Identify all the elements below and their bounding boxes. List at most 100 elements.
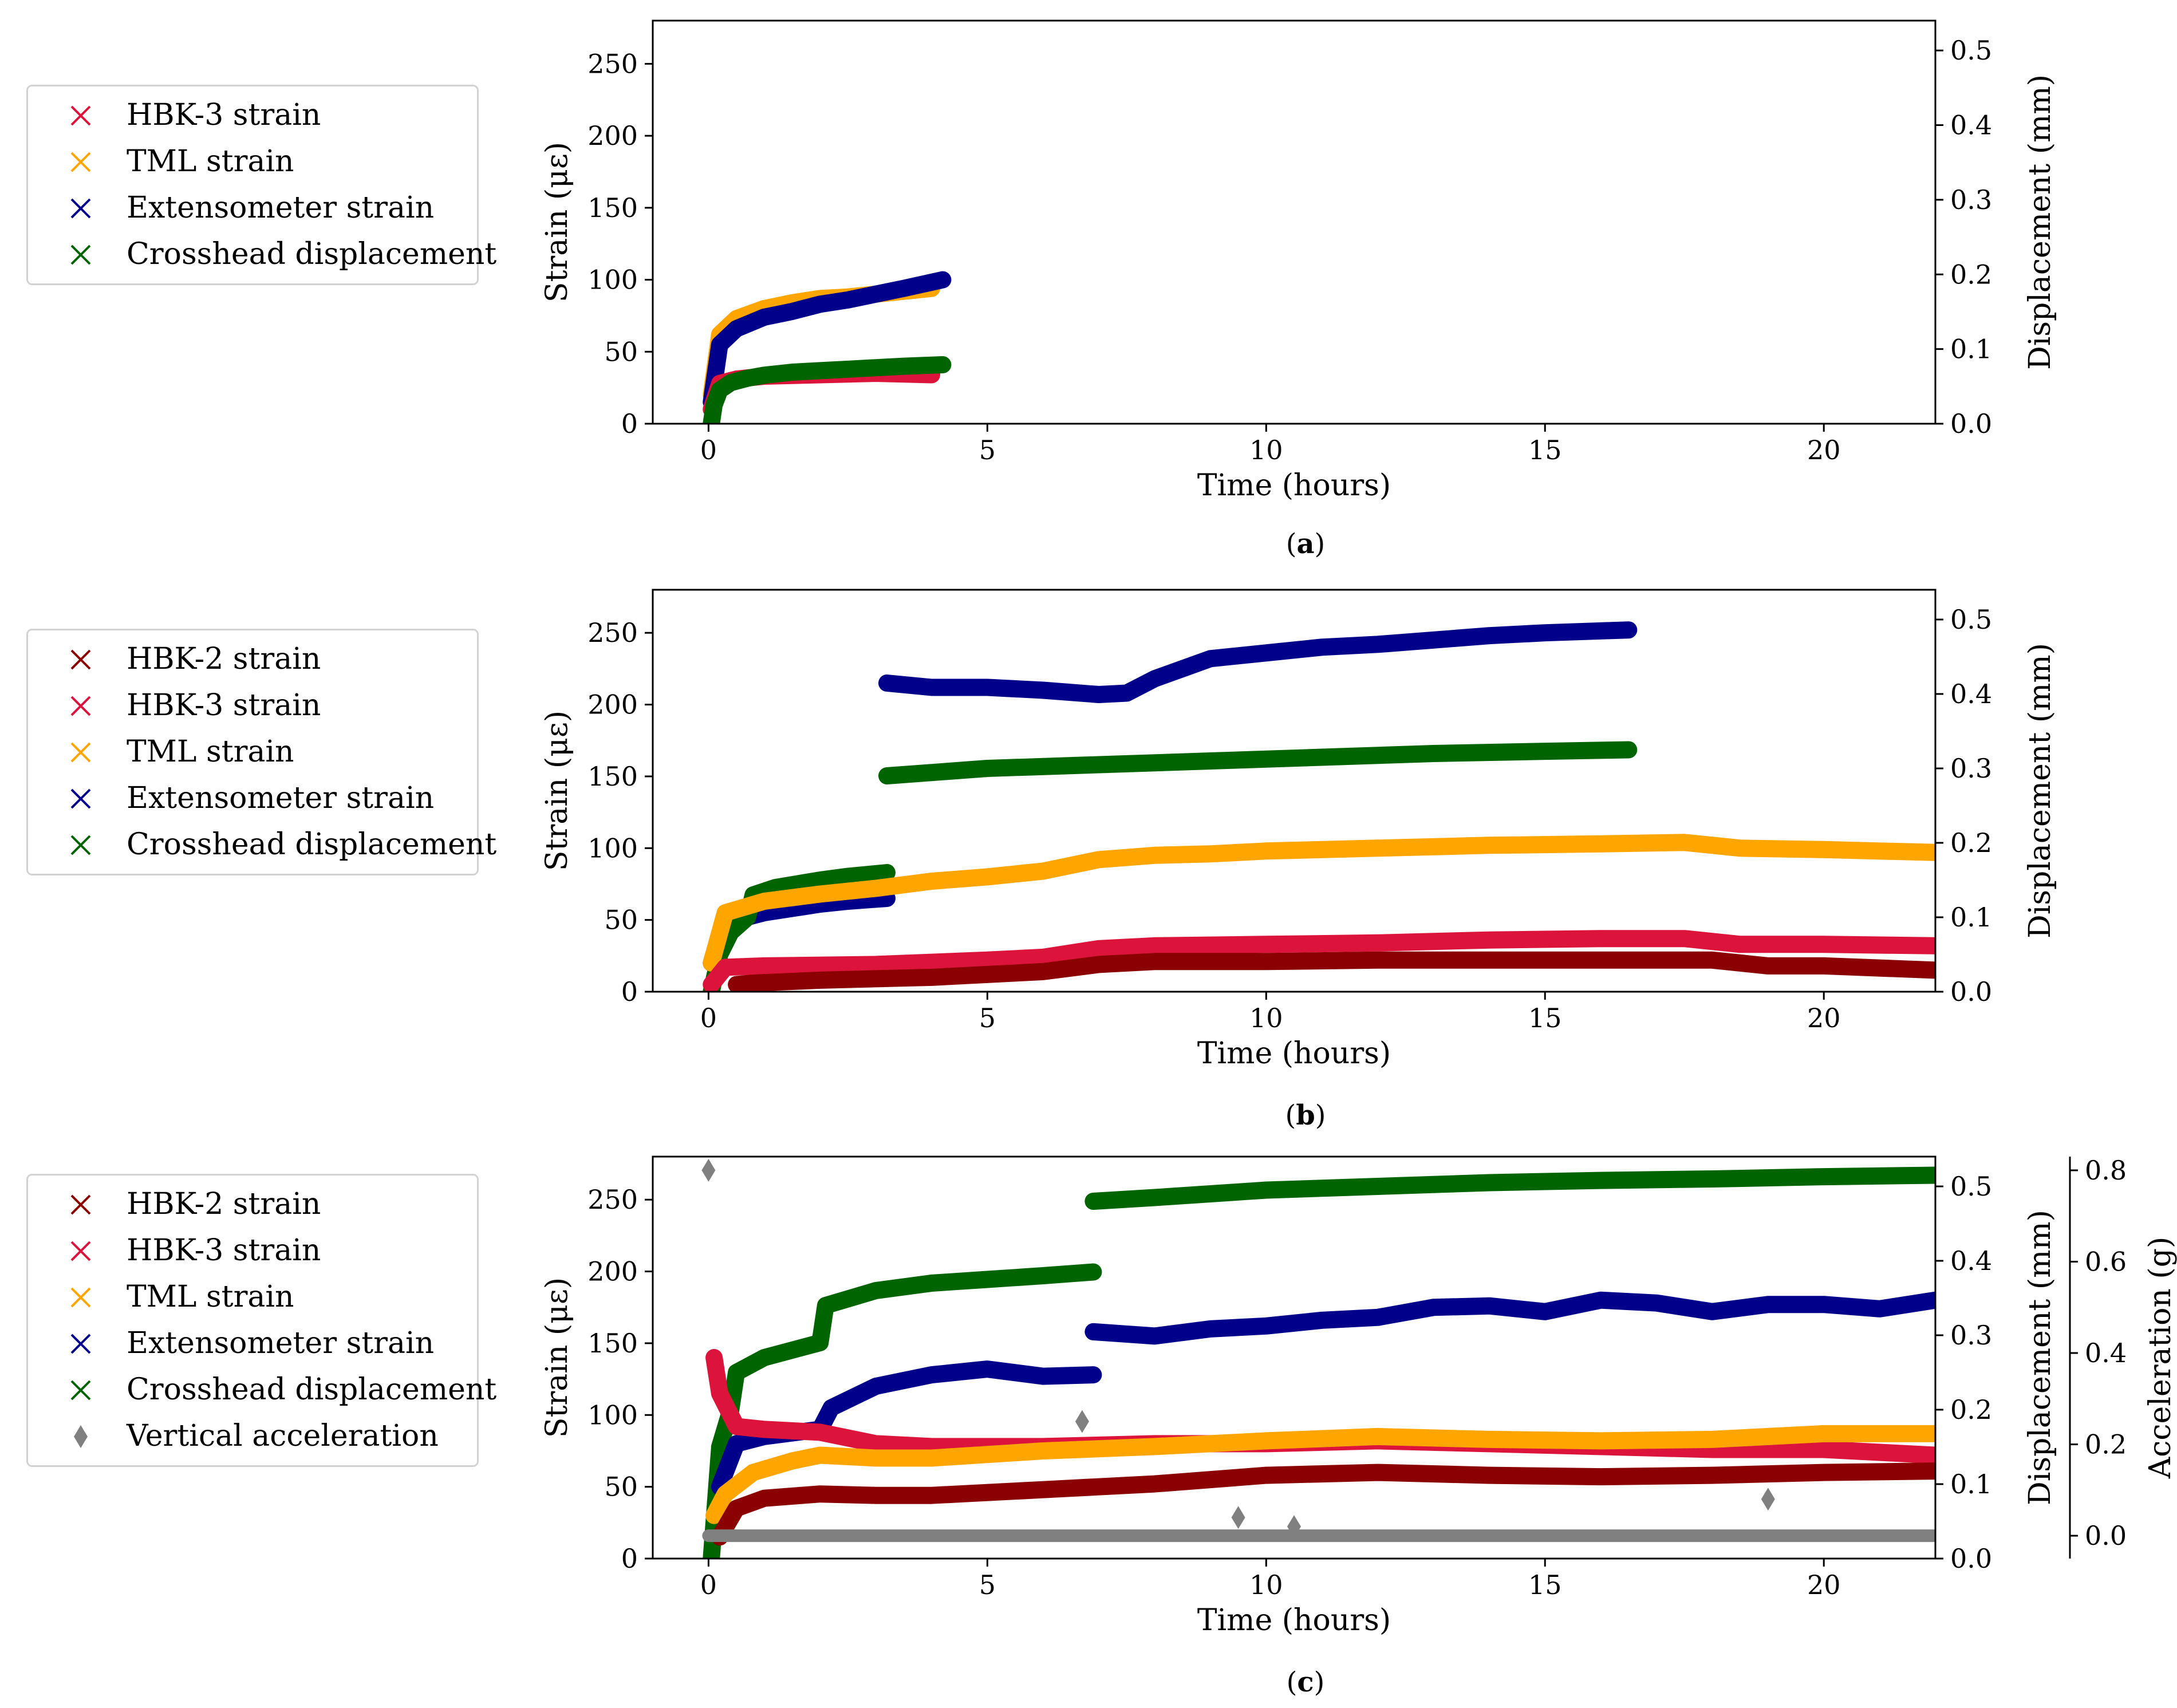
series-c-acc-8-point-3 bbox=[1287, 1515, 1301, 1539]
legend-x-shape bbox=[70, 1287, 91, 1307]
legend-x-shape bbox=[70, 1334, 91, 1354]
y2-tick-label-b-3: 0.3 bbox=[1950, 753, 1992, 784]
legend-label: HBK-2 strain bbox=[127, 1187, 321, 1221]
x-tick-label-a-2: 10 bbox=[1249, 435, 1283, 466]
legend-item-c-acc: Vertical acceleration bbox=[28, 1413, 477, 1460]
legend-label: Crosshead displacement bbox=[127, 827, 497, 862]
y2-tick-label-c-2: 0.2 bbox=[1950, 1394, 1992, 1425]
legend-item-b-ext: Extensometer strain bbox=[28, 775, 477, 822]
x-axis-label-b: Time (hours) bbox=[1197, 1036, 1391, 1071]
legend-label: HBK-3 strain bbox=[127, 98, 321, 132]
series-b-cross-2-end-marker bbox=[880, 866, 894, 879]
series-b-tml-4-end-marker bbox=[1928, 846, 1935, 859]
x-marker-icon bbox=[58, 775, 104, 822]
y2-tick-label-c-0: 0.0 bbox=[1950, 1543, 1992, 1574]
x-marker-icon bbox=[58, 139, 104, 185]
y-tick-label-a-1: 50 bbox=[604, 336, 638, 367]
x-marker-icon bbox=[58, 1320, 104, 1367]
caption-c: (c) bbox=[1248, 1666, 1363, 1698]
y2-tick-label-b-0: 0.0 bbox=[1950, 976, 1992, 1007]
series-c-acc-8-point-2 bbox=[1231, 1506, 1245, 1529]
x-marker-icon bbox=[58, 1181, 104, 1228]
x-marker-icon bbox=[58, 92, 104, 139]
series-c-cross-1-line bbox=[1084, 1166, 1935, 1210]
legend-item-a-cross: Crosshead displacement bbox=[28, 231, 496, 278]
x-tick-label-b-1: 5 bbox=[979, 1003, 996, 1034]
legend-swatch-b-2 bbox=[70, 742, 91, 762]
legend-c: HBK-2 strain HBK-3 strain TML strain Extens… bbox=[26, 1174, 496, 1467]
legend-swatch-c-5 bbox=[74, 1425, 88, 1448]
y-tick-label-c-0: 0 bbox=[621, 1543, 638, 1574]
series-a-ext-1-end-marker bbox=[936, 273, 949, 286]
y-tick-label-a-0: 0 bbox=[621, 408, 638, 439]
x-marker-icon bbox=[58, 231, 104, 278]
x-marker-icon bbox=[58, 1274, 104, 1320]
axes-frame-b bbox=[652, 589, 1937, 993]
legend-label: Crosshead displacement bbox=[127, 237, 497, 271]
y2-tick-label-a-3: 0.3 bbox=[1950, 184, 1992, 215]
series-c-cross-0-end-marker bbox=[1086, 1265, 1100, 1279]
x-marker-icon bbox=[58, 1228, 104, 1274]
y-tick-label-a-2: 100 bbox=[587, 265, 638, 295]
legend-x-shape bbox=[70, 105, 91, 125]
series-a-cross-3-end-marker bbox=[936, 358, 949, 372]
series-a-cross-3-line bbox=[703, 356, 952, 424]
y2-axis-label-a: Displacement (mm) bbox=[2023, 74, 2057, 370]
legend-item-a-tml: TML strain bbox=[28, 139, 477, 185]
legend-diamond-shape bbox=[74, 1425, 88, 1448]
y2-tick-label-a-0: 0.0 bbox=[1950, 408, 1992, 439]
series-c-tml-5-line bbox=[705, 1425, 1935, 1524]
legend-item-b-hbk3: HBK-3 strain bbox=[28, 683, 477, 729]
y2-tick-label-b-5: 0.5 bbox=[1950, 604, 1992, 635]
legend-item-c-hbk2: HBK-2 strain bbox=[28, 1181, 477, 1228]
y2-axis-label-c: Displacement (mm) bbox=[2023, 1210, 2057, 1505]
legend-item-a-hbk3: HBK-3 strain bbox=[28, 92, 477, 139]
legend-x-shape bbox=[70, 788, 91, 808]
y-tick-label-b-2: 100 bbox=[587, 833, 638, 863]
series-c-ext-3-line bbox=[1084, 1291, 1935, 1345]
legend-x-shape bbox=[70, 244, 91, 265]
legend-label: Extensometer strain bbox=[127, 1326, 435, 1360]
y2-tick-label-c-3: 0.3 bbox=[1950, 1320, 1992, 1351]
y-tick-label-c-5: 250 bbox=[587, 1184, 638, 1215]
x-tick-label-c-4: 20 bbox=[1807, 1569, 1841, 1600]
legend-label: HBK-3 strain bbox=[127, 688, 321, 723]
y2-tick-label-a-1: 0.1 bbox=[1950, 334, 1992, 365]
series-b-cross-3-end-marker bbox=[1622, 743, 1635, 756]
caption-a-letter: a bbox=[1296, 528, 1315, 560]
x-tick-label-b-4: 20 bbox=[1807, 1003, 1841, 1034]
legend-swatch-b-3 bbox=[70, 788, 91, 808]
y-tick-label-b-3: 150 bbox=[587, 761, 638, 792]
y-tick-label-b-0: 0 bbox=[621, 976, 638, 1007]
series-c-cross-0-line bbox=[703, 1263, 1102, 1559]
x-tick-label-b-2: 10 bbox=[1249, 1003, 1283, 1034]
series-b-hbk2-6-end-marker bbox=[1928, 963, 1935, 977]
series-b-hbk2-6-line bbox=[728, 951, 1935, 992]
y-tick-label-c-4: 200 bbox=[587, 1256, 638, 1287]
y-tick-label-b-5: 250 bbox=[587, 617, 638, 648]
y2-tick-label-c-4: 0.4 bbox=[1950, 1245, 1992, 1276]
series-c-ext-3-end-marker bbox=[1928, 1293, 1935, 1307]
x-tick-label-c-1: 5 bbox=[979, 1569, 996, 1600]
legend-x-shape bbox=[70, 649, 91, 669]
axes-frame-c bbox=[652, 1155, 1937, 1560]
legend-item-b-cross: Crosshead displacement bbox=[28, 822, 496, 868]
caption-b-close: ) bbox=[1315, 1099, 1326, 1131]
x-tick-label-b-3: 15 bbox=[1528, 1003, 1562, 1034]
x-tick-label-a-4: 20 bbox=[1807, 435, 1841, 466]
series-c-hbk2-6-end-marker bbox=[1928, 1464, 1935, 1478]
legend-label: TML strain bbox=[127, 144, 294, 179]
x-marker-icon bbox=[58, 683, 104, 729]
x-tick-label-c-2: 10 bbox=[1249, 1569, 1283, 1600]
x-marker-icon bbox=[58, 729, 104, 775]
y2-axis-label-b: Displacement (mm) bbox=[2023, 643, 2057, 938]
y2-tick-label-a-5: 0.5 bbox=[1950, 35, 1992, 66]
caption-c-close: ) bbox=[1314, 1666, 1325, 1698]
x-marker-icon bbox=[58, 822, 104, 868]
x-marker-icon bbox=[58, 636, 104, 683]
legend-label: Extensometer strain bbox=[127, 781, 435, 815]
y2-tick-label-b-1: 0.1 bbox=[1950, 902, 1992, 933]
legend-label: HBK-2 strain bbox=[127, 642, 321, 676]
legend-b: HBK-2 strain HBK-3 strain TML strain Extens… bbox=[26, 629, 496, 875]
